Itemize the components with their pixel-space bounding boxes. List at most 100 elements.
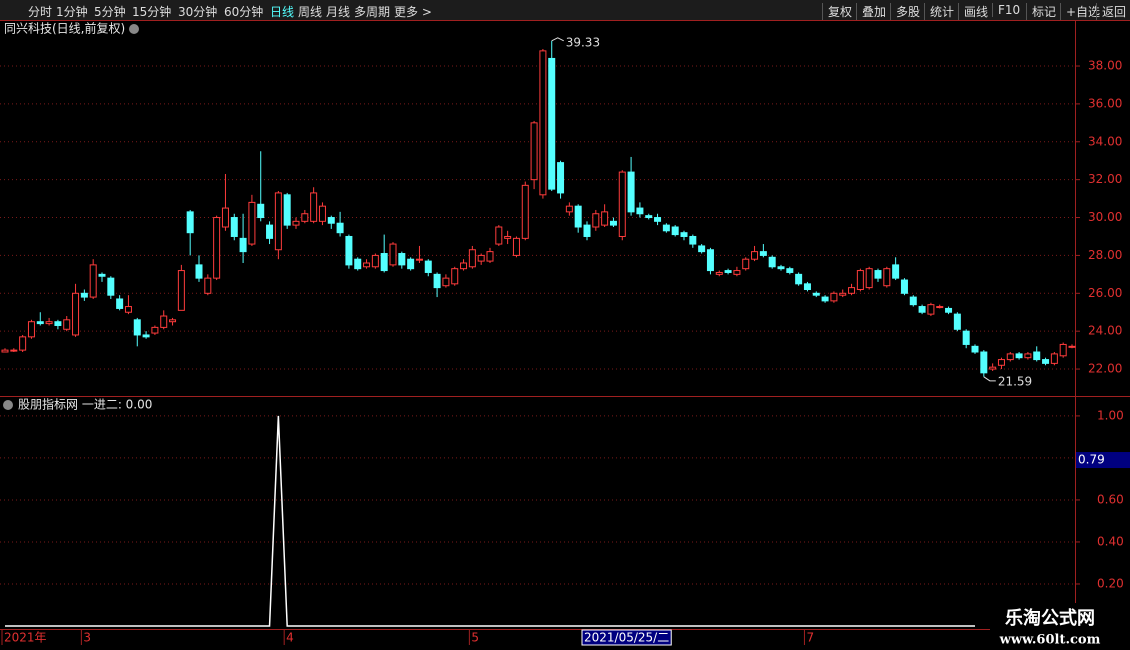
- toolbar-tab[interactable]: 多周期: [354, 5, 391, 19]
- toolbar-button[interactable]: 多股: [890, 3, 920, 20]
- candle-body: [169, 319, 177, 323]
- toolbar-tab[interactable]: 周线: [298, 5, 323, 19]
- toolbar-tab[interactable]: 分时: [28, 5, 53, 19]
- toolbar-tab[interactable]: 更多 >: [394, 5, 432, 19]
- candle-body: [36, 321, 44, 325]
- candle-body: [627, 171, 635, 213]
- toolbar-tab[interactable]: 60分钟: [224, 5, 264, 19]
- candle-body: [609, 220, 617, 226]
- candle-body: [539, 50, 547, 196]
- candle-body: [504, 235, 512, 239]
- x-tick-label: 3: [83, 631, 91, 645]
- candle-body: [195, 264, 203, 279]
- dropdown-icon[interactable]: [129, 24, 139, 34]
- candle-body: [124, 306, 132, 313]
- candle-body: [945, 307, 953, 313]
- chart-title: 同兴科技(日线,前复权): [4, 21, 125, 36]
- candle-body: [715, 271, 723, 275]
- candle-body: [821, 296, 829, 302]
- candle-body: [213, 217, 221, 279]
- toolbar-button[interactable]: 画线: [958, 3, 988, 20]
- toolbar-button[interactable]: 统计: [924, 3, 954, 20]
- candle-body: [468, 249, 476, 268]
- candle-body: [477, 254, 485, 262]
- candle-body: [89, 264, 97, 298]
- candle-body: [848, 287, 856, 294]
- candle-body: [900, 279, 908, 294]
- candle-body: [415, 258, 423, 261]
- candle-body: [530, 122, 538, 181]
- candle-body: [592, 213, 600, 228]
- candle-body: [874, 270, 882, 279]
- y-tick-label: 26.00: [1088, 286, 1122, 300]
- y-tick-label: 0.20: [1097, 576, 1124, 590]
- candle-body: [292, 220, 300, 226]
- candle-body: [1015, 353, 1023, 359]
- candle-body: [971, 345, 979, 353]
- toolbar-button[interactable]: +自选: [1060, 3, 1100, 20]
- candle-body: [460, 262, 468, 270]
- candle-body: [486, 251, 494, 262]
- toolbar: 分时 1分钟 5分钟 15分钟 30分钟 60分钟 日线 周线 月线 多周期 更多 > 复权 叠加 多股统…: [0, 0, 1130, 20]
- candle-body: [830, 292, 838, 302]
- toolbar-tab[interactable]: 30分钟: [178, 5, 218, 19]
- toolbar-tab[interactable]: 15分钟: [132, 5, 172, 19]
- candle-body: [654, 217, 662, 222]
- candle-body: [777, 266, 785, 270]
- y-tick-label: 36.00: [1088, 96, 1122, 110]
- candle-body: [354, 258, 362, 270]
- candle-body: [742, 258, 750, 270]
- candle-body: [107, 277, 115, 296]
- watermark: 乐淘公式网: [1005, 607, 1095, 629]
- toolbar-button[interactable]: 标记: [1026, 3, 1056, 20]
- candle-body: [962, 330, 970, 345]
- toolbar-button[interactable]: 叠加: [856, 3, 886, 20]
- toolbar-tab[interactable]: 1分钟: [56, 5, 88, 19]
- toolbar-button[interactable]: 返回: [1096, 3, 1126, 20]
- candle-body: [618, 171, 626, 237]
- candle-body: [442, 277, 450, 287]
- candle-body: [512, 237, 520, 256]
- toolbar-tab[interactable]: 日线: [270, 5, 295, 19]
- candle-body: [936, 306, 944, 309]
- dropdown-icon[interactable]: [3, 400, 13, 410]
- candle-body: [142, 334, 150, 338]
- candle-body: [1, 349, 9, 353]
- candle-body: [601, 211, 609, 226]
- toolbar-tab[interactable]: 月线: [326, 5, 351, 19]
- candle-body: [266, 224, 274, 239]
- candle-body: [133, 319, 141, 336]
- candle-body: [565, 205, 573, 213]
- candle-body: [909, 296, 917, 306]
- candle-body: [927, 304, 935, 315]
- candle-body: [301, 213, 309, 222]
- candle-body: [548, 57, 556, 190]
- candle-body: [10, 349, 18, 352]
- candle-body: [336, 222, 344, 234]
- cursor-date-box: [581, 629, 672, 646]
- candle-body: [751, 251, 759, 260]
- x-tick-label: 4: [286, 631, 294, 645]
- candle-body: [1068, 345, 1076, 348]
- candle-body: [989, 366, 997, 370]
- candle-body: [671, 226, 679, 236]
- cursor-date: 2021/05/25/二: [584, 631, 669, 645]
- candle-body: [698, 245, 706, 253]
- candle-body: [54, 321, 62, 326]
- candle-body: [706, 249, 714, 272]
- candle-body: [680, 232, 688, 237]
- candle-body: [636, 207, 644, 215]
- candle-body: [953, 313, 961, 330]
- candle-body: [27, 321, 35, 338]
- candle-body: [116, 298, 124, 309]
- candle-body: [557, 162, 565, 194]
- toolbar-tab[interactable]: 5分钟: [94, 5, 126, 19]
- candle-body: [72, 292, 80, 336]
- candle-body: [768, 256, 776, 268]
- toolbar-button[interactable]: 复权: [822, 3, 852, 20]
- candle-body: [689, 235, 697, 245]
- y-tick-label: 22.00: [1088, 362, 1122, 376]
- toolbar-button[interactable]: F10: [992, 3, 1020, 17]
- candle-body: [856, 270, 864, 291]
